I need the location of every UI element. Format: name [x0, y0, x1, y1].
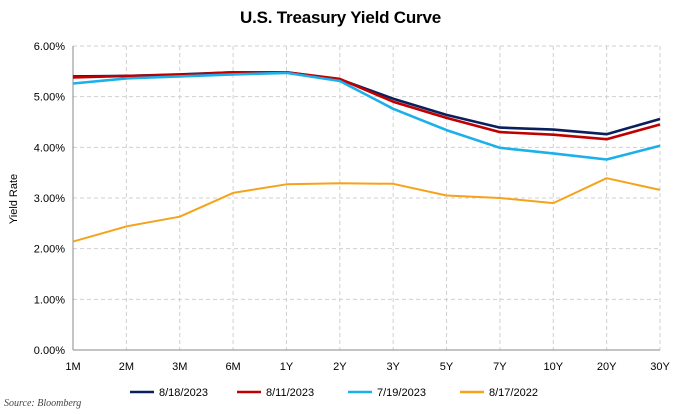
x-tick-label: 10Y [543, 361, 563, 373]
legend-label: 7/19/2023 [377, 387, 426, 399]
series-line-4 [72, 177, 661, 243]
x-tick-labels: 1M 2M 3M 6M 1Y 2Y 3Y 5Y 7Y 10Y 20Y 30Y [65, 361, 670, 373]
y-tick-label: 3.00% [34, 193, 65, 205]
series-line-1 [72, 71, 661, 136]
legend: 8/18/2023 8/11/2023 7/19/2023 8/17/2022 [130, 387, 538, 399]
x-tick-label: 3M [172, 361, 187, 373]
x-tick-label: 30Y [650, 361, 670, 373]
x-tick-label: 6M [225, 361, 240, 373]
x-tick-label: 20Y [597, 361, 617, 373]
x-tick-label: 1M [65, 361, 80, 373]
y-tick-label: 0.00% [34, 345, 65, 357]
axes [72, 46, 660, 351]
series-line-3 [72, 71, 661, 161]
x-tick-label: 3Y [386, 361, 400, 373]
source-note: Source: Bloomberg [4, 398, 82, 409]
grid-lines [73, 45, 661, 350]
series-line-2 [72, 71, 661, 141]
x-tick-label: 5Y [440, 361, 454, 373]
y-tick-label: 4.00% [34, 142, 65, 154]
x-tick-label: 1Y [280, 361, 294, 373]
series-lines [72, 71, 661, 243]
legend-label: 8/11/2023 [266, 387, 314, 399]
x-tick-label: 7Y [493, 361, 507, 373]
y-tick-label: 1.00% [34, 294, 65, 306]
y-axis-title: Yield Rate [8, 174, 20, 224]
y-tick-label: 5.00% [34, 92, 65, 104]
legend-label: 8/17/2022 [489, 387, 538, 399]
y-tick-label: 6.00% [34, 41, 65, 53]
y-tick-label: 2.00% [34, 244, 65, 256]
x-tick-label: 2Y [333, 361, 347, 373]
y-tick-labels: 0.00% 1.00% 2.00% 3.00% 4.00% 5.00% 6.00% [34, 41, 65, 357]
x-tick-label: 2M [119, 361, 134, 373]
legend-label: 8/18/2023 [159, 387, 208, 399]
chart-title: U.S. Treasury Yield Curve [240, 8, 441, 27]
